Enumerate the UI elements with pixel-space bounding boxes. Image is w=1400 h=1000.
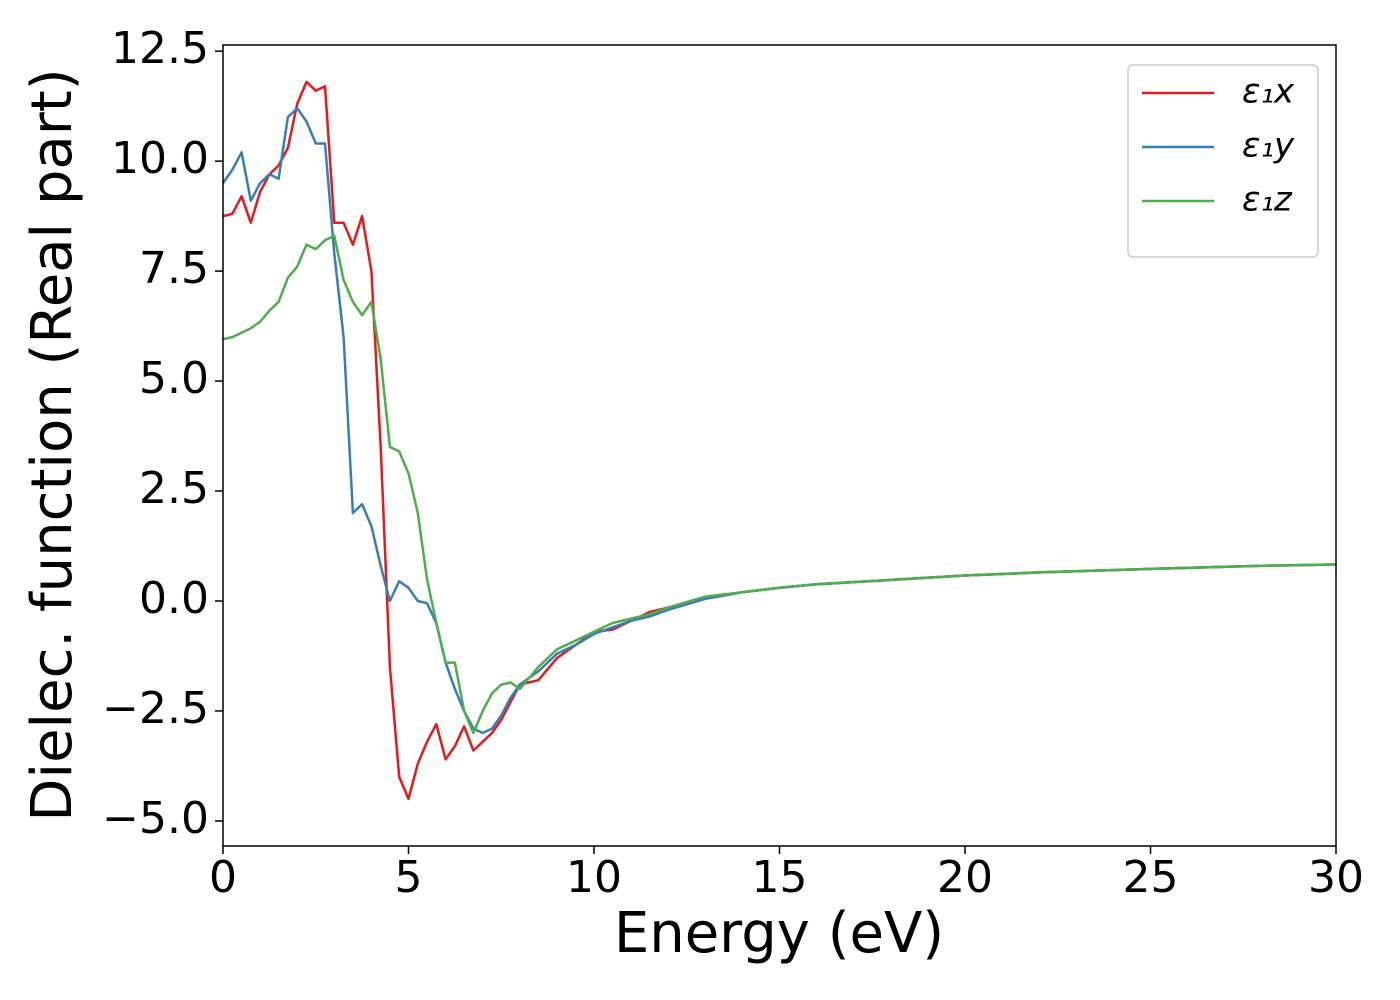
y-tick-label: −2.5 <box>102 683 209 734</box>
y-tick-label: 2.5 <box>139 463 209 514</box>
x-axis-label: Energy (eV) <box>614 901 944 966</box>
legend-label: ε₁x <box>1242 72 1295 112</box>
y-tick-label: 5.0 <box>139 353 209 404</box>
y-tick-label: −5.0 <box>102 793 209 844</box>
y-tick-label: 12.5 <box>111 23 209 74</box>
x-tick-label: 30 <box>1308 852 1364 903</box>
plot-frame <box>222 44 1337 847</box>
x-tick-label: 20 <box>937 852 993 903</box>
y-tick-label: 7.5 <box>139 243 209 294</box>
legend-label: ε₁y <box>1242 126 1295 166</box>
y-axis-label: Dielec. function (Real part) <box>20 68 85 821</box>
x-tick-label: 15 <box>752 852 808 903</box>
y-tick-label: 0.0 <box>139 573 209 624</box>
series-line <box>223 234 1336 735</box>
x-tick-label: 0 <box>209 852 237 903</box>
x-tick-label: 25 <box>1123 852 1179 903</box>
x-tick-label: 10 <box>566 852 622 903</box>
y-tick-label: 10.0 <box>111 133 209 184</box>
legend-label: ε₁z <box>1242 180 1293 220</box>
legend-box <box>1127 64 1319 258</box>
plot-lines <box>223 80 1336 801</box>
x-tick-label: 5 <box>395 852 423 903</box>
